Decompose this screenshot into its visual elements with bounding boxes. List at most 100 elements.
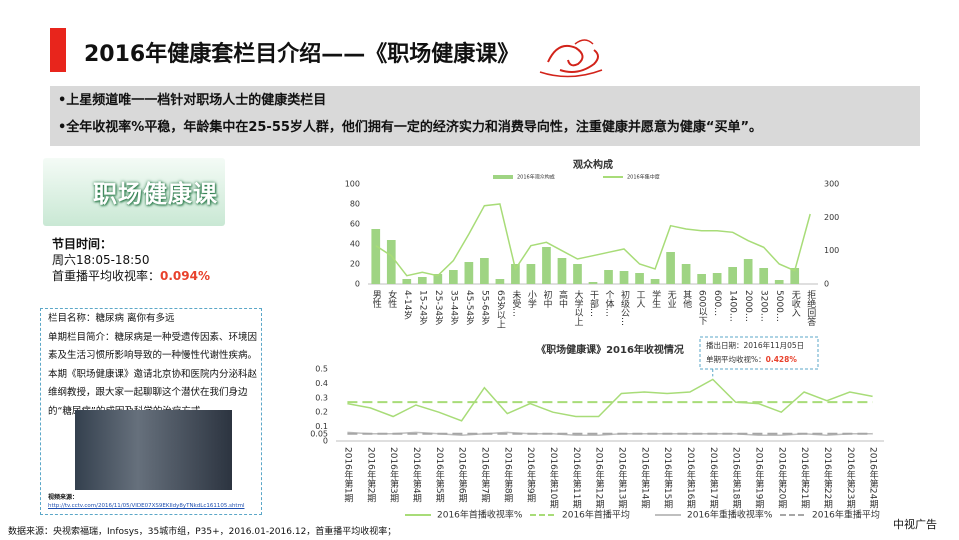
x-tick-label: 初中 <box>541 289 552 309</box>
bar <box>386 240 396 284</box>
series-line <box>347 378 873 422</box>
bar <box>480 258 489 284</box>
x-tick-label: 2016年第13期 <box>616 447 627 509</box>
y-tick-label: 0.4 <box>315 379 328 388</box>
episode-intro: 单期栏目简介：糖尿病是一种受遗传因素、环境因素及生活习惯所影响导致的一种慢性代谢… <box>48 331 258 362</box>
bar <box>464 262 474 284</box>
bar <box>417 277 427 284</box>
episode-text: 栏目名称：糖尿病 离你有多远 单期栏目简介：糖尿病是一种受遗传因素、环境因素及生… <box>48 310 260 421</box>
callout-rating-label: 单期平均收视%： <box>706 354 766 364</box>
legend-label: 2016年观众构成 <box>517 174 555 181</box>
chart-title: 《职场健康课》2016年收视情况 <box>536 343 684 356</box>
bar <box>433 274 443 284</box>
x-tick-label: 2016年第17期 <box>708 447 719 509</box>
callout-rating: 单期平均收视%：0.428% <box>706 354 797 364</box>
x-tick-label: 大学以上 <box>572 289 583 326</box>
x-tick-label: 2016年第21期 <box>799 447 810 509</box>
time-label: 节目时间： <box>52 237 113 251</box>
video-source-label: 视频来源： <box>48 494 79 501</box>
y-tick-label: 0 <box>323 437 328 446</box>
bar <box>728 267 737 284</box>
bar <box>743 259 753 284</box>
x-tick-label: 2016年第11期 <box>571 447 582 509</box>
x-tick-label: 600… <box>712 290 722 316</box>
y-tick-label: 0 <box>355 280 360 289</box>
bar <box>666 252 675 284</box>
y-tick-label: 0.05 <box>310 429 328 438</box>
x-tick-label: 2000… <box>743 290 753 322</box>
x-tick-label: 学生 <box>650 289 661 308</box>
x-tick-label: 2016年第12期 <box>594 447 605 509</box>
x-tick-label: 无收入 <box>790 290 801 317</box>
bar <box>557 258 567 284</box>
bar <box>402 279 412 284</box>
y-tick-label: 80 <box>350 200 360 209</box>
x-tick-label: 2016年第8期 <box>502 447 513 504</box>
bar <box>588 282 598 284</box>
brand: 中视广告 <box>893 518 937 531</box>
bar <box>371 229 381 284</box>
x-tick-label: 高中 <box>557 289 568 309</box>
x-tick-label: 25-34岁 <box>433 290 444 326</box>
x-tick-label: 无业 <box>666 290 677 308</box>
x-tick-label: 35-44岁 <box>448 290 459 326</box>
x-tick-label: 2016年第4期 <box>411 447 422 504</box>
bullet: •全年收视率%平稳，年龄集中在25-55岁人群，他们拥有一定的经济实力和消费导向… <box>58 120 763 135</box>
callout-rating-value: 0.428% <box>766 355 798 364</box>
x-tick-label: 1400… <box>728 290 738 322</box>
x-tick-label: 600以下 <box>697 290 708 326</box>
y-tick-label: 100 <box>345 180 360 189</box>
x-tick-label: 2016年第10期 <box>548 447 559 509</box>
x-tick-label: 2016年第6期 <box>457 447 468 504</box>
legend-label: 2016年重播收视率% <box>687 509 773 521</box>
x-tick-label: 2016年第22期 <box>822 447 833 509</box>
bar <box>511 264 520 284</box>
video-still <box>75 410 232 490</box>
video-url[interactable]: http://tv.cctv.com/2016/11/05/VIDE07XS9E… <box>48 503 245 509</box>
slide-title: 2016年健康套栏目介绍——《职场健康课》 <box>84 42 520 67</box>
x-tick-label: 2016年第20期 <box>776 447 787 509</box>
x-tick-label: 个体… <box>604 290 615 317</box>
bar <box>790 268 800 284</box>
x-tick-label: 小学 <box>526 290 537 308</box>
x-tick-label: 干部… <box>588 290 599 317</box>
x-tick-label: 2016年第14期 <box>639 447 650 509</box>
program-info: 节目时间： 周六18:05-18:50 首重播平均收视率：0.094% <box>52 236 210 284</box>
bar <box>697 274 706 284</box>
y-tick-label: 0.5 <box>315 365 328 374</box>
x-tick-label: 2016年第5期 <box>434 447 445 504</box>
bar <box>573 264 582 284</box>
bar <box>526 264 536 284</box>
x-tick-label: 4-14岁 <box>402 290 413 320</box>
y2-tick-label: 0 <box>824 280 829 289</box>
x-tick-label: 2016年第2期 <box>365 447 376 504</box>
x-tick-label: 2016年第7期 <box>479 447 490 504</box>
x-tick-label: 45-54岁 <box>464 290 475 326</box>
x-tick-label: 5000… <box>774 290 784 322</box>
bar <box>712 273 722 284</box>
legend-label: 2016年集中度 <box>627 174 660 181</box>
x-tick-label: 拒绝回答 <box>805 289 816 327</box>
x-tick-label: 初级公… <box>619 289 630 326</box>
x-tick-label: 55-64岁 <box>479 290 490 326</box>
bullet-box: •上星频道唯一一档针对职场人士的健康类栏目 •全年收视率%平稳，年龄集中在25-… <box>50 86 920 146</box>
y-tick-label: 0.1 <box>315 422 328 431</box>
x-tick-label: 3200… <box>759 290 769 322</box>
x-tick-label: 工人 <box>635 290 646 308</box>
callout-box <box>699 336 819 370</box>
callout-date: 播出日期：2016年11月05日 <box>706 340 804 350</box>
x-tick-label: 女性 <box>386 289 397 309</box>
title-accent <box>50 28 66 72</box>
bar <box>635 273 644 284</box>
legend-label: 2016年首播收视率% <box>437 509 523 521</box>
y-tick-label: 0.2 <box>315 408 328 417</box>
cloud-ornament <box>539 39 603 78</box>
x-tick-label: 其他 <box>681 290 692 309</box>
x-tick-label: 男性 <box>371 290 382 309</box>
footnote: 数据来源：央视索福瑞，Infosys，35城市组，P35+，2016.01-20… <box>8 527 397 537</box>
x-tick-label: 2016年第15期 <box>662 447 673 509</box>
rating-label: 首重播平均收视率： <box>52 269 161 283</box>
logo-text: 职场健康课 <box>93 180 218 208</box>
bar <box>759 268 769 284</box>
bar <box>449 270 458 284</box>
